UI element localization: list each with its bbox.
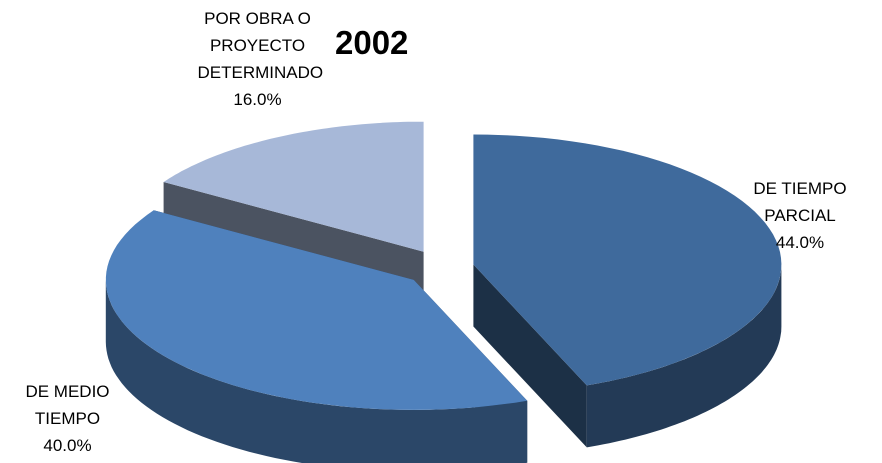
slice-top <box>105 210 528 410</box>
slice-top <box>473 134 782 386</box>
category-label: POR OBRA O PROYECTO DETERMINADO <box>197 9 324 82</box>
slice <box>473 134 782 448</box>
slice <box>105 210 528 463</box>
slice-top <box>163 121 424 252</box>
category-label: DE TIEMPO PARCIAL <box>753 179 847 225</box>
category-label: DE MEDIO TIEMPO <box>25 382 110 428</box>
value-label: 16.0% <box>233 90 282 109</box>
value-label: 40.0% <box>43 436 92 455</box>
slice-label: POR OBRA O PROYECTO DETERMINADO 16.0% <box>175 5 340 113</box>
slice-side <box>105 279 528 463</box>
slice-wall <box>473 264 587 448</box>
slice-label: DE TIEMPO PARCIAL 44.0% <box>735 175 865 256</box>
slice-label: DE MEDIO TIEMPO 40.0% <box>5 378 130 459</box>
value-label: 44.0% <box>775 233 825 252</box>
chart-title: 2002 <box>335 24 409 61</box>
slice-side <box>586 264 782 448</box>
